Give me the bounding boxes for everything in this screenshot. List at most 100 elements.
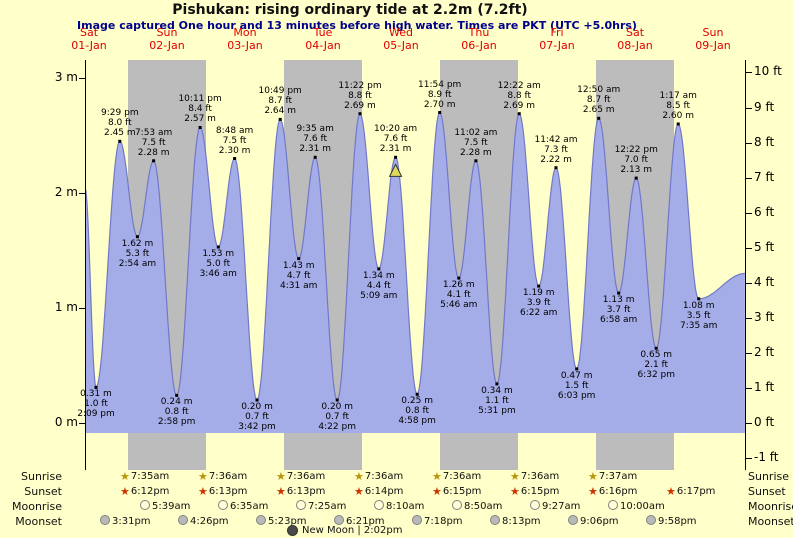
moonrise-time-text: 5:39am bbox=[152, 501, 191, 512]
sunset-star-icon: ★ bbox=[354, 485, 364, 498]
tide-event-dot bbox=[198, 126, 202, 129]
left-axis-label: 3 m bbox=[54, 70, 78, 84]
day-label-02-jan: Sun 02-Jan bbox=[149, 26, 185, 52]
current-time-marker-icon bbox=[388, 163, 403, 177]
sunrise-time: ★7:37am bbox=[588, 470, 637, 483]
right-axis-label: 10 ft bbox=[754, 64, 782, 79]
tide-event-low-annotation: 1.62 m 5.3 ft 2:54 am bbox=[118, 238, 157, 269]
tide-event-high-annotation: 10:49 pm 8.7 ft 2.64 m bbox=[258, 86, 302, 117]
tide-event-low-annotation: 1.43 m 4.7 ft 4:31 am bbox=[280, 260, 318, 291]
right-axis-label: 4 ft bbox=[754, 274, 775, 289]
sunrise-time-text: 7:36am bbox=[520, 471, 560, 482]
new-moon-row: New Moon | 2:02pm bbox=[287, 525, 402, 536]
moonset-time: 3:31pm bbox=[100, 515, 151, 527]
moonset-time: 9:06pm bbox=[568, 515, 619, 527]
day-label-09-jan: Sun 09-Jan bbox=[695, 26, 731, 52]
right-axis-label: -1 ft bbox=[754, 450, 779, 465]
tide-event-low-annotation: 1.13 m 3.7 ft 6:58 am bbox=[599, 295, 638, 326]
left-axis-label: 0 m bbox=[54, 415, 78, 429]
right-axis-label: 7 ft bbox=[754, 169, 775, 184]
tide-event-low-annotation: 0.34 m 1.1 ft 5:31 pm bbox=[478, 385, 516, 416]
sunset-star-icon: ★ bbox=[510, 485, 520, 498]
moonset-moon-icon bbox=[100, 515, 110, 525]
moonset-time: 4:26pm bbox=[178, 515, 229, 527]
sunset-time: ★6:16pm bbox=[588, 485, 637, 498]
day-label-03-jan: Mon 03-Jan bbox=[227, 26, 263, 52]
tide-event-high-annotation: 10:20 am 7.6 ft 2.31 m bbox=[374, 124, 418, 155]
tide-event-dot bbox=[654, 346, 658, 350]
sunrise-time-text: 7:36am bbox=[442, 471, 482, 482]
moonset-moon-icon bbox=[568, 515, 578, 525]
right-axis-label: 2 ft bbox=[754, 344, 775, 359]
tide-event-high-annotation: 12:50 am 8.7 ft 2.65 m bbox=[577, 85, 621, 116]
tide-event-dot bbox=[617, 291, 621, 295]
left-axis-label: 1 m bbox=[54, 300, 78, 314]
sunset-time-text: 6:13pm bbox=[208, 486, 248, 497]
moonrise-time-text: 10:00am bbox=[620, 501, 665, 512]
tide-event-dot bbox=[335, 398, 339, 402]
tide-event-low-annotation: 0.65 m 2.1 ft 6:32 pm bbox=[637, 350, 676, 381]
moonrise-time-text: 6:35am bbox=[230, 501, 269, 512]
tide-curve-chart bbox=[85, 111, 745, 433]
sunrise-star-icon: ★ bbox=[276, 470, 286, 483]
sunrise-star-icon: ★ bbox=[354, 470, 364, 483]
tide-event-high-annotation: 1:17 am 8.5 ft 2.60 m bbox=[659, 91, 697, 121]
moonset-moon-icon bbox=[490, 515, 500, 525]
tide-event-dot bbox=[438, 111, 442, 114]
tide-event-high-annotation: 8:48 am 7.5 ft 2.30 m bbox=[215, 125, 254, 156]
tide-event-low-annotation: 0.20 m 0.7 ft 3:42 pm bbox=[238, 402, 276, 432]
moonset-time-text: 4:26pm bbox=[190, 516, 229, 527]
new-moon-label: New Moon | 2:02pm bbox=[302, 525, 403, 536]
tide-event-low-annotation: 0.25 m 0.8 ft 4:58 pm bbox=[398, 396, 436, 427]
sunrise-time: ★7:35am bbox=[120, 470, 169, 483]
sunrise-time: ★7:36am bbox=[432, 470, 481, 483]
moonrise-time: 8:50am bbox=[452, 500, 502, 512]
sunrise-time: ★7:36am bbox=[276, 470, 325, 483]
tide-event-high-annotation: 11:02 am 7.5 ft 2.28 m bbox=[454, 127, 498, 158]
tide-event-high-annotation: 11:42 am 7.3 ft 2.22 m bbox=[534, 134, 578, 165]
sunset-time: ★6:17pm bbox=[666, 485, 715, 498]
sunrise-time: ★7:36am bbox=[510, 470, 559, 483]
sunrise-time-text: 7:36am bbox=[364, 471, 404, 482]
sunrise-row-label-right: Sunrise bbox=[748, 470, 790, 483]
right-axis-tick bbox=[746, 247, 752, 249]
tide-event-dot bbox=[394, 155, 398, 159]
tide-event-high-annotation: 9:35 am 7.6 ft 2.31 m bbox=[296, 124, 334, 155]
tide-event-low-annotation: 0.20 m 0.7 ft 4:22 pm bbox=[318, 402, 356, 432]
moonset-moon-icon bbox=[256, 515, 266, 525]
left-axis-tick bbox=[79, 308, 85, 309]
left-axis-tick bbox=[79, 78, 85, 79]
right-axis-label: 8 ft bbox=[754, 134, 775, 149]
moonrise-time-text: 8:50am bbox=[464, 501, 503, 512]
tide-event-dot bbox=[135, 235, 139, 239]
sunrise-time-text: 7:35am bbox=[130, 471, 170, 482]
moonrise-time: 5:39am bbox=[140, 500, 190, 512]
moonset-time-text: 7:18pm bbox=[424, 516, 463, 527]
moonset-row-label-right: Moonset bbox=[748, 515, 793, 528]
sunrise-star-icon: ★ bbox=[432, 470, 442, 483]
tide-event-dot bbox=[297, 257, 301, 261]
moonrise-moon-icon bbox=[218, 500, 228, 510]
right-axis-tick bbox=[746, 212, 752, 214]
new-moon-icon bbox=[287, 525, 298, 536]
moonrise-time: 10:00am bbox=[608, 500, 665, 512]
right-axis-label: 3 ft bbox=[754, 309, 775, 324]
sunset-star-icon: ★ bbox=[198, 485, 208, 498]
sunset-time-text: 6:12pm bbox=[130, 486, 170, 497]
tide-event-dot bbox=[313, 155, 317, 159]
tide-event-dot bbox=[358, 112, 362, 116]
sunset-time-text: 6:17pm bbox=[676, 486, 716, 497]
moonset-row-label-left: Moonset bbox=[15, 515, 62, 528]
tide-event-low-annotation: 0.24 m 0.8 ft 2:58 pm bbox=[157, 397, 196, 428]
right-axis-line bbox=[745, 60, 746, 470]
sunrise-time-text: 7:36am bbox=[208, 471, 248, 482]
moonrise-time-text: 8:10am bbox=[386, 501, 425, 512]
tide-event-high-annotation: 12:22 pm 7.0 ft 2.13 m bbox=[614, 145, 658, 176]
tide-event-low-annotation: 1.34 m 4.4 ft 5:09 am bbox=[360, 270, 398, 301]
tide-event-dot bbox=[94, 385, 98, 389]
sunset-time-text: 6:15pm bbox=[520, 486, 560, 497]
tide-event-dot bbox=[152, 159, 156, 163]
tide-event-dot bbox=[537, 284, 541, 288]
moonset-time: 5:23pm bbox=[256, 515, 307, 527]
